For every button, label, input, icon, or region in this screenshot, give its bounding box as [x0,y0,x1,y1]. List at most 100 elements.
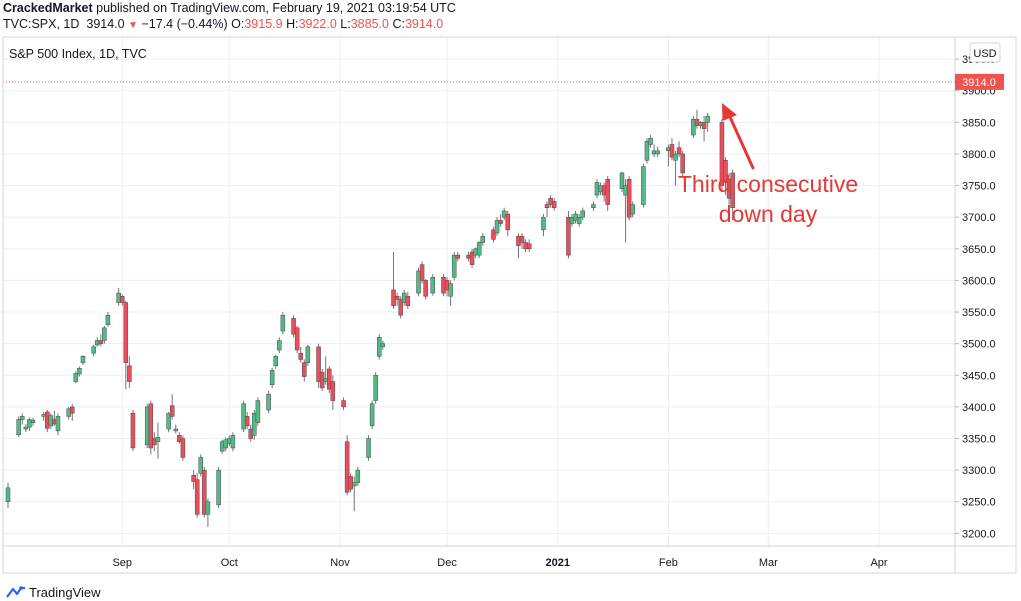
candle [448,280,453,306]
candle [123,300,129,390]
candle-body-up [91,346,96,354]
candle-body-down [202,469,207,515]
candle-body-down [344,441,350,493]
candle-body-up [277,340,282,351]
candle-body-up [416,270,421,294]
candle-body-up [266,393,271,411]
x-tick-label: Oct [221,557,238,569]
candle [244,411,250,430]
candle-body-up [55,416,61,432]
candle [155,422,161,459]
candle-body-up [373,375,378,401]
candle-body-down [405,295,411,306]
candle [294,325,300,354]
candle-body-up [280,314,286,332]
candle-body-down [294,327,300,351]
candle [130,410,136,452]
chart-title: S&P 500 Index, 1D, TVC [9,47,147,61]
tradingview-brand[interactable]: TradingView [6,583,101,601]
candle-body-up [476,242,482,256]
candle [91,344,96,357]
candle [280,312,286,335]
high-label: H: [286,17,299,31]
candle [719,119,725,192]
candle-body-down [127,365,132,382]
y-tick-label: 3550.0 [962,307,996,319]
annotation-arrow [728,115,755,170]
candle-body-up [102,327,107,341]
candle [591,201,596,211]
candle-body-down [419,264,425,281]
candle [551,198,557,211]
candle [198,454,204,477]
candle-body-up [198,457,204,474]
y-tick-label: 3350.0 [962,434,996,446]
candle [355,466,361,486]
candle-body-down [605,179,610,205]
candle [405,291,411,309]
candle-body-down [498,220,503,224]
y-tick-label: 3700.0 [962,212,996,224]
open-label: O: [231,17,245,31]
change-down-icon: ▼ [128,20,138,31]
candle-body-down [676,147,682,155]
candle-body-up [352,482,357,487]
candle-body-down [123,302,129,363]
candle [266,391,271,414]
candle [416,267,421,297]
annotation: Third consecutive down day [678,103,858,227]
candle [394,293,400,306]
candle-body-up [655,150,660,155]
x-tick-label: Feb [659,557,678,569]
price-change: −17.4 (−0.44%) [141,17,228,31]
candle-body-up [705,115,710,123]
currency-button[interactable]: USD [969,42,1001,63]
candle-body-down [244,416,250,427]
candle [541,214,546,237]
candle [630,201,635,218]
candle [80,355,86,366]
author-name[interactable]: CrackedMarket [3,1,93,15]
candle-body-up [155,436,161,442]
candle-body-up [673,153,678,161]
tradingview-logo-icon [6,586,25,598]
time-axis[interactable]: Sep Oct Nov Dec 2021 Feb Mar Apr [3,545,1016,569]
last-price-label: 3914.0 [955,73,1004,90]
candle [298,346,303,363]
candle [676,141,682,158]
candle [480,233,486,246]
candle-body-down [719,122,725,186]
y-tick-label: 3650.0 [962,244,996,256]
x-tick-label: Dec [437,557,457,569]
candle-body-up [630,204,635,215]
candle-body-up [641,166,646,205]
candle [344,435,350,496]
candle [451,251,457,281]
high-value: 3922.0 [298,17,337,31]
candle [77,366,82,377]
candle [180,435,186,461]
candle [291,315,296,338]
candle [102,325,107,344]
candle [691,116,696,139]
candle-body-up [216,469,221,506]
candle-body-up [173,428,179,432]
y-tick-label: 3250.0 [962,497,996,509]
candle-body-up [252,412,257,436]
last-price-label-text: 3914.0 [962,77,996,89]
y-tick-label: 3400.0 [962,402,996,414]
candle-body-up [691,118,696,136]
candle [505,210,511,237]
candle-body-up [430,277,436,294]
candle-body-down [551,201,557,208]
chart-grid [3,37,955,546]
price-axis[interactable]: 3200.0 3250.0 3300.0 3350.0 3400.0 3450.0 3500… [955,54,996,540]
candle-body-down [566,216,571,256]
candle [705,112,710,132]
y-tick-label: 3450.0 [962,370,996,382]
y-tick-label: 3300.0 [962,465,996,477]
candle-body-up [366,438,371,458]
candle-body-up [269,369,275,386]
candle-body-up [73,373,79,382]
